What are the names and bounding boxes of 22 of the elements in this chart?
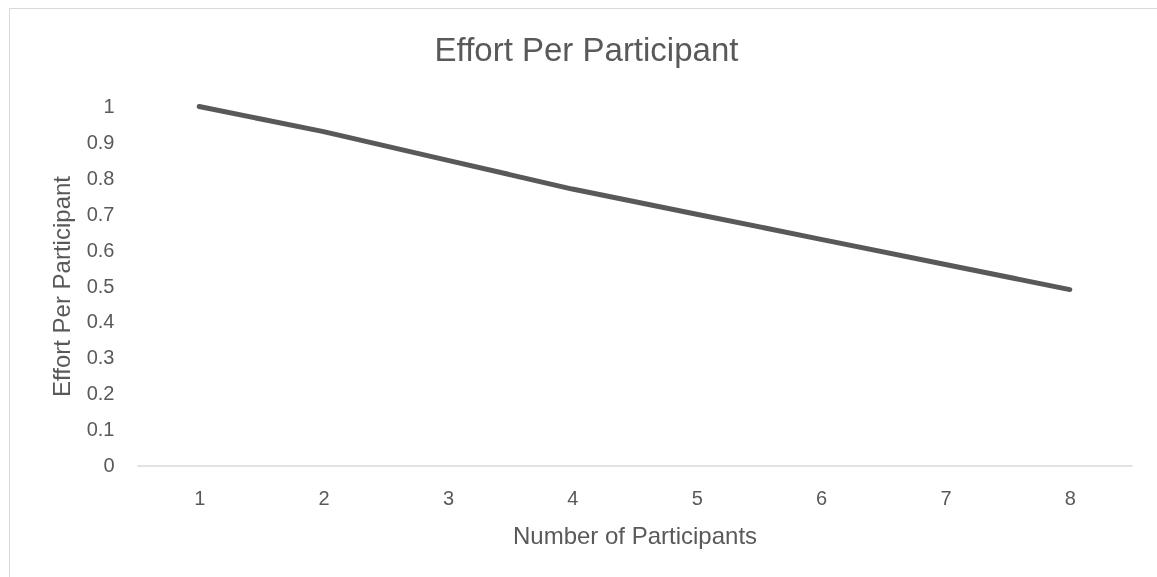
y-axis-title: Effort Per Participant bbox=[47, 175, 75, 397]
y-tick-label: 0.2 bbox=[86, 382, 115, 405]
y-tick-label: 0.7 bbox=[86, 202, 115, 225]
y-tick-label: 0 bbox=[103, 454, 115, 476]
y-tick-label: 0.1 bbox=[86, 418, 115, 441]
x-tick-label: 7 bbox=[940, 487, 952, 509]
x-tick-label: 8 bbox=[1064, 487, 1076, 509]
y-tick-label: 0.8 bbox=[86, 166, 115, 189]
y-tick-label: 1 bbox=[103, 95, 115, 117]
x-tick-label: 3 bbox=[442, 487, 454, 509]
y-tick-label: 0.3 bbox=[86, 346, 115, 369]
x-tick-label: 1 bbox=[194, 487, 206, 509]
y-tick-label: 0.5 bbox=[86, 274, 115, 297]
y-tick-label: 0.6 bbox=[86, 238, 115, 261]
x-axis-title: Number of Participants bbox=[512, 522, 758, 549]
chart-title: Effort Per Participant bbox=[434, 30, 739, 68]
x-tick-label: 2 bbox=[318, 487, 330, 509]
y-tick-label: 0.4 bbox=[86, 310, 115, 333]
x-tick-label: 4 bbox=[567, 487, 579, 509]
x-tick-label: 5 bbox=[691, 487, 703, 509]
y-tick-label: 0.9 bbox=[86, 130, 115, 153]
x-tick-label: 6 bbox=[816, 487, 828, 509]
